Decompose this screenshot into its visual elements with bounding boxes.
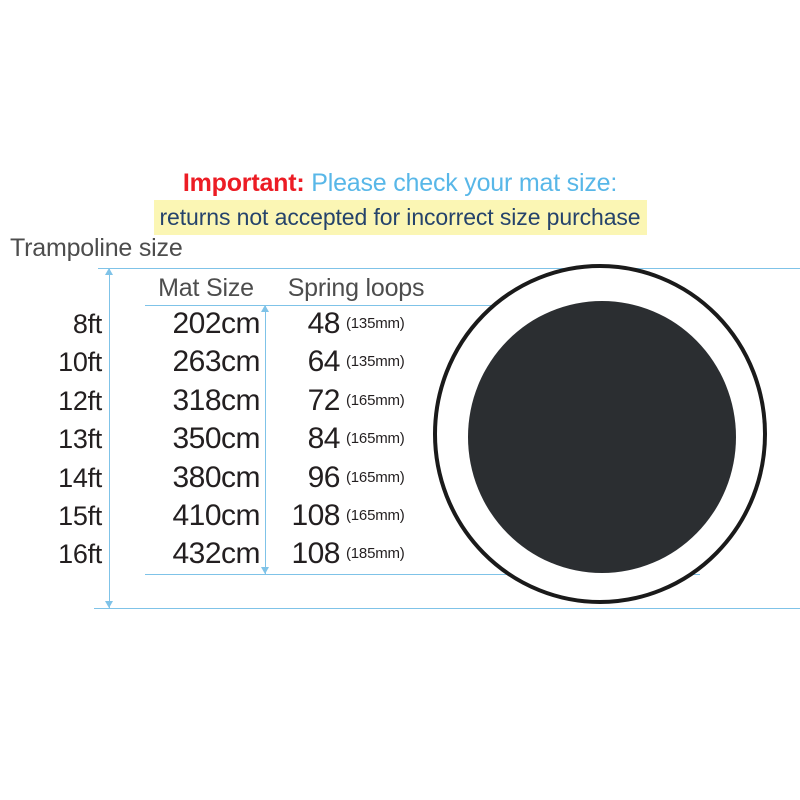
cell-trampoline-size: 12ft [58,385,102,416]
table-title: Trampoline size [10,234,183,262]
trampoline-illustration [430,262,770,612]
cell-mat-size: 410cm [172,498,260,532]
important-notice: Important: Please check your mat size: r… [0,168,800,236]
notice-line-1: Important: Please check your mat size: [0,168,800,198]
cell-spring-loops: 108 [291,537,340,571]
cell-spring-loops: 84 [307,422,341,456]
cell-mat-size: 432cm [172,537,260,571]
cell-spring-length: (165mm) [346,391,405,409]
arrow-up-icon-trampoline-size [105,268,113,275]
cell-trampoline-size: 13ft [58,424,102,455]
cell-trampoline-size: 16ft [58,539,102,570]
cell-spring-length: (135mm) [346,353,405,371]
cell-mat-size: 380cm [172,460,260,494]
arrow-down-icon-trampoline-size [105,601,113,608]
notice-line-2: returns not accepted for incorrect size … [0,200,800,236]
cell-spring-length: (165mm) [346,506,405,524]
cell-spring-length: (165mm) [346,468,405,486]
cell-trampoline-size: 10ft [58,347,102,378]
cell-spring-length: (185mm) [346,545,405,563]
trampoline-mat-circle [468,301,736,573]
table-row: 16ft 432cm 108 (185mm) [0,535,440,573]
notice-instruction-text: Please check your mat size: [304,169,618,197]
table-row: 8ft 202cm 48 (135mm) [0,305,440,343]
dimension-line-trampoline-size [109,268,110,608]
notice-returns-highlight: returns not accepted for incorrect size … [153,200,647,235]
arrow-down-icon-mat-size [261,567,269,574]
guide-line-mat-top [145,305,700,306]
cell-spring-loops: 72 [307,383,341,417]
table-row: 14ft 380cm 96 (165mm) [0,459,440,497]
notice-important-label: Important: [182,169,305,197]
cell-trampoline-size: 14ft [58,462,102,493]
column-header-mat-size: Mat Size [158,274,254,302]
cell-spring-loops: 48 [307,307,341,340]
size-table-rows: 8ft 202cm 48 (135mm) 10ft 263cm 64 (135m… [0,305,440,574]
column-header-spring-loops: Spring loops [287,274,425,302]
dimension-line-mat-size [265,305,266,574]
cell-spring-loops: 96 [307,460,341,494]
guide-line-frame-top [98,268,800,269]
cell-mat-size: 202cm [172,307,260,340]
cell-trampoline-size: 15ft [58,500,102,531]
cell-spring-loops: 64 [307,345,341,379]
table-row: 10ft 263cm 64 (135mm) [0,343,440,381]
table-row: 12ft 318cm 72 (165mm) [0,382,440,420]
cell-trampoline-size: 8ft [72,309,102,339]
cell-spring-length: (135mm) [346,315,405,332]
guide-line-mat-bottom [145,574,700,575]
cell-mat-size: 350cm [172,422,260,456]
cell-mat-size: 263cm [172,345,260,379]
table-row: 13ft 350cm 84 (165mm) [0,420,440,458]
cell-spring-loops: 108 [291,498,340,532]
arrow-up-icon-mat-size [261,305,269,312]
cell-spring-length: (165mm) [346,430,405,448]
table-row: 15ft 410cm 108 (165mm) [0,497,440,535]
cell-mat-size: 318cm [172,383,260,417]
guide-line-frame-bottom [94,608,800,609]
